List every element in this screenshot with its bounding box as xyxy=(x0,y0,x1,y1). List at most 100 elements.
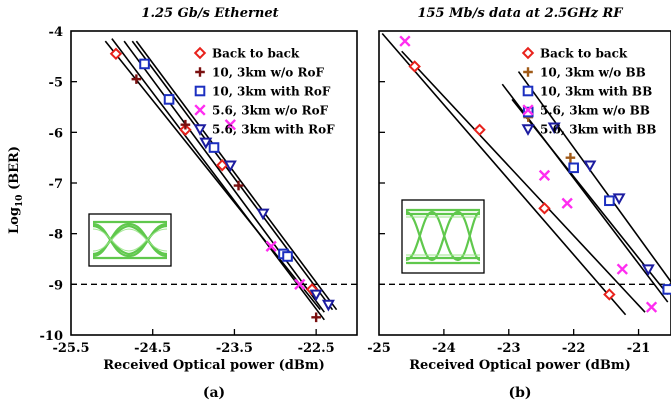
data-point-b-0-1 xyxy=(473,123,486,137)
legend-label-b-0: Back to back xyxy=(540,47,628,61)
legend-marker-b-3 xyxy=(522,104,534,116)
x-tick-label-b-3: -22 xyxy=(562,341,586,356)
data-point-b-3-4 xyxy=(645,301,658,313)
data-point-a-3-0 xyxy=(224,119,236,131)
chart-panel-b: 155 Mb/s data at 2.5GHz RF -25 -24 -23 -22-… xyxy=(367,6,671,401)
data-point-b-0-3 xyxy=(603,288,616,301)
fit-line-a-3 xyxy=(131,40,334,311)
chart-title-b: 155 Mb/s data at 2.5GHz RF xyxy=(417,6,623,21)
data-point-a-4-4 xyxy=(321,299,335,312)
data-point-a-1-1 xyxy=(180,119,191,130)
data-point-b-0-2 xyxy=(538,202,551,215)
data-point-a-0-3 xyxy=(305,283,319,296)
y-axis-label: Log10 (BER) xyxy=(7,146,25,234)
eye-diagram-inset-a xyxy=(88,213,172,267)
axis-a: -25.5 -24.5 -23.5 -22.5 -4 -5 -6 -7 -8 -9 -10 xyxy=(40,25,335,356)
y-axis-label-subscript: 10 xyxy=(15,195,25,208)
y-tick-label-a-2: -6 xyxy=(49,126,63,141)
data-point-b-4-3 xyxy=(641,264,655,276)
data-point-a-4-2 xyxy=(256,208,270,221)
x-axis-label-b: Received Optical power (dBm) xyxy=(409,358,631,373)
data-point-a-0-1 xyxy=(179,123,192,137)
legend-marker-b-1 xyxy=(523,67,533,77)
legend-marker-a-1 xyxy=(195,67,205,77)
data-point-b-0-0 xyxy=(408,60,421,73)
data-point-b-4-2 xyxy=(612,193,626,206)
fit-lines-b xyxy=(381,33,671,316)
y-axis-label-main: Log xyxy=(7,207,22,234)
data-point-b-3-0 xyxy=(399,35,411,47)
data-point-b-2-2 xyxy=(604,195,615,207)
legend-b: Back to back 10, 3km w/o BB 10, 3km with B… xyxy=(521,46,656,137)
fit-line-b-0 xyxy=(381,33,627,316)
data-point-b-3-2 xyxy=(561,197,573,209)
data-point-a-0-2 xyxy=(215,159,229,172)
y-tick-label-a-4: -8 xyxy=(49,228,63,243)
data-point-b-2-0 xyxy=(522,106,534,118)
fit-line-b-3 xyxy=(401,50,646,313)
axis-b: -25 -24 -23 -22 -21 xyxy=(367,81,651,356)
legend-marker-b-0 xyxy=(521,46,535,60)
fit-line-b-2 xyxy=(501,83,669,303)
data-point-a-2-1 xyxy=(163,94,175,105)
legend-label-b-4: 5.6, 3km with BB xyxy=(540,123,656,137)
fit-line-b-4 xyxy=(517,71,671,283)
legend-label-b-3: 5.6, 3km w/o BB xyxy=(540,104,650,118)
data-point-a-0-0 xyxy=(109,47,123,61)
x-axis-label-a: Received Optical power (dBm) xyxy=(103,358,325,373)
legend-marker-b-4 xyxy=(521,124,535,136)
chart-panel-a: 1.25 Gb/s Ethernet -25.5 -24.5 -23.5 -22.5 -… xyxy=(40,6,358,401)
legend-marker-a-4 xyxy=(193,124,207,136)
y-axis-label-tail: (BER) xyxy=(7,146,22,195)
legend-marker-b-2 xyxy=(522,85,534,97)
legend-label-a-1: 10, 3km w/o RoF xyxy=(212,66,324,80)
x-tick-label-a-2: -23.5 xyxy=(216,341,253,356)
fit-lines-a xyxy=(104,38,338,321)
data-point-b-4-1 xyxy=(583,160,597,173)
data-point-a-1-2 xyxy=(233,180,244,191)
fit-line-a-4 xyxy=(135,40,338,311)
legend-a: Back to back 10, 3km w/o RoF 10, 3km with … xyxy=(193,47,335,137)
data-point-a-2-4 xyxy=(282,251,293,262)
y-tick-label-a-3: -7 xyxy=(49,177,63,192)
data-point-b-2-3 xyxy=(662,284,671,295)
data-point-a-3-2 xyxy=(294,278,306,290)
data-point-b-3-1 xyxy=(538,169,551,182)
legend-label-a-4: 5.6, 3km with RoF xyxy=(212,123,335,137)
x-tick-label-b-4: -21 xyxy=(627,341,651,356)
eye-diagram-inset-b xyxy=(401,199,485,274)
fit-line-a-0 xyxy=(104,40,321,311)
markers-b xyxy=(399,35,671,313)
data-point-a-4-1 xyxy=(223,160,237,173)
legend-marker-a-2 xyxy=(194,85,206,97)
data-point-a-2-0 xyxy=(139,58,150,70)
data-point-b-3-3 xyxy=(616,263,628,275)
legend-label-b-2: 10, 3km with BB xyxy=(540,85,652,99)
y-tick-label-a-0: -4 xyxy=(49,25,63,40)
x-tick-label-b-2: -23 xyxy=(497,341,521,356)
data-point-a-4-0 xyxy=(199,137,213,150)
legend-label-a-2: 10, 3km with RoF xyxy=(212,85,331,99)
legend-label-a-3: 5.6, 3km w/o RoF xyxy=(212,104,329,118)
data-point-b-2-1 xyxy=(568,162,579,174)
chart-title-a: 1.25 Gb/s Ethernet xyxy=(141,6,278,21)
x-tick-label-b-0: -25 xyxy=(367,341,391,356)
x-tick-label-a-0: -25.5 xyxy=(52,341,89,356)
legend-marker-a-3 xyxy=(194,104,206,116)
fit-line-a-2 xyxy=(123,40,325,313)
x-tick-label-a-3: -22.5 xyxy=(298,341,335,356)
data-point-b-1-1 xyxy=(565,152,576,163)
markers-a xyxy=(109,47,335,323)
data-point-b-4-0 xyxy=(547,122,561,135)
data-point-a-4-3 xyxy=(309,289,323,302)
x-tick-label-b-1: -24 xyxy=(432,341,456,356)
x-tick-label-a-1: -24.5 xyxy=(134,341,171,356)
legend-label-a-0: Back to back xyxy=(212,47,300,61)
y-tick-label-a-6: -10 xyxy=(40,329,64,344)
legend-label-b-1: 10, 3km w/o BB xyxy=(540,66,646,80)
panel-label-a: (a) xyxy=(203,385,225,401)
y-tick-label-a-5: -9 xyxy=(49,278,63,293)
data-point-a-2-2 xyxy=(208,142,220,153)
data-point-a-1-0 xyxy=(131,74,142,84)
